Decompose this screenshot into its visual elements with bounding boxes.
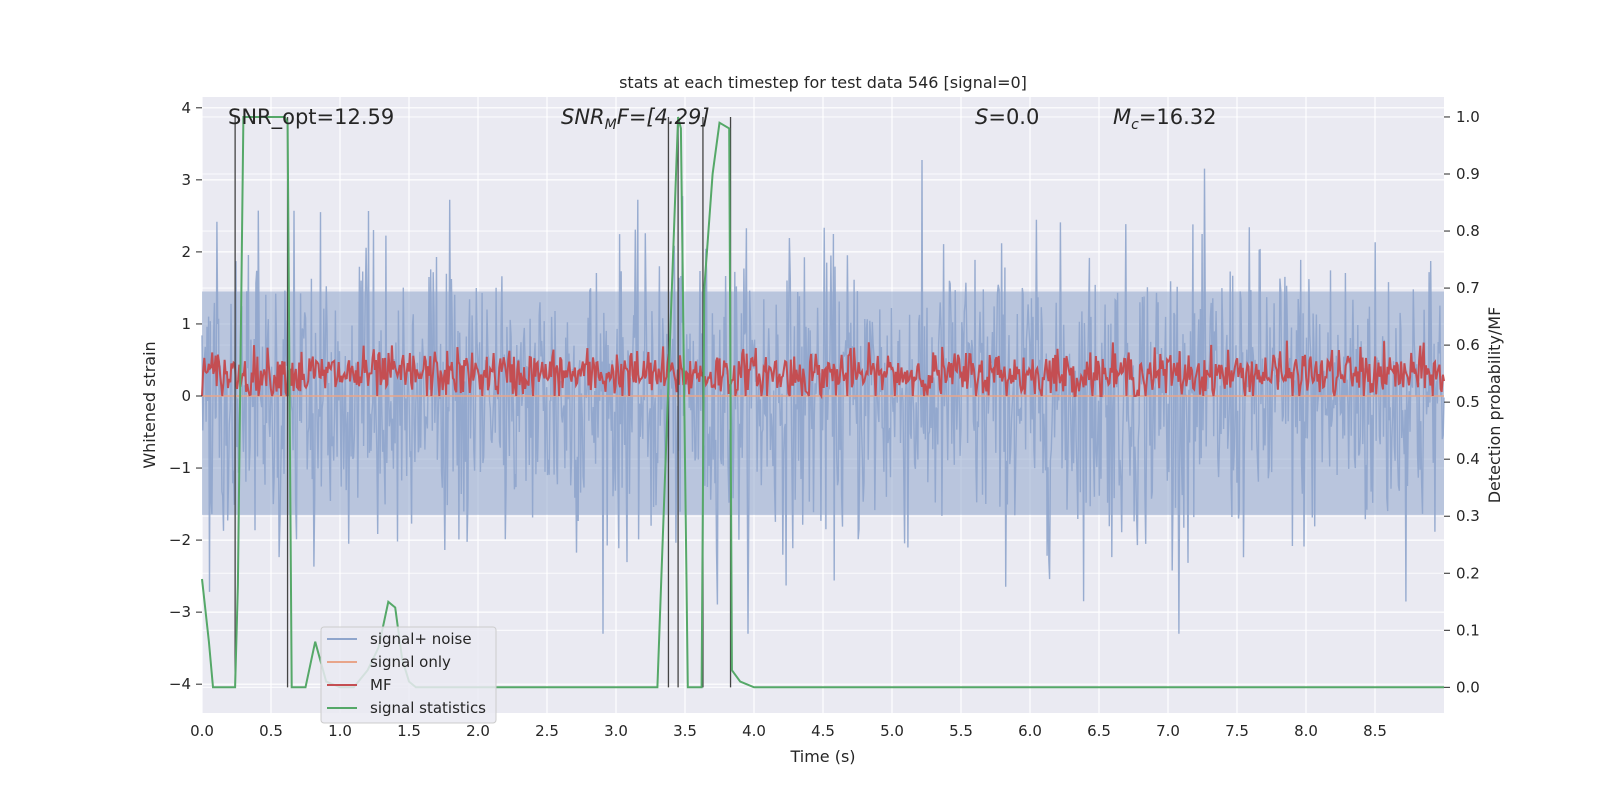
x-tick-label: 4.5 [811, 722, 835, 740]
y-tick-label-right: 0.6 [1456, 336, 1480, 354]
y-tick-label-left: −3 [169, 603, 191, 621]
y-tick-label-left: −2 [169, 531, 191, 549]
y-tick-label-right: 0.8 [1456, 222, 1480, 240]
x-tick-label: 2.0 [466, 722, 490, 740]
mf-line [201, 340, 1445, 400]
y-tick-label-right: 0.3 [1456, 507, 1480, 525]
mc-label: M [1113, 105, 1131, 129]
y-tick-label-left: −4 [169, 675, 191, 693]
chart-title: stats at each timestep for test data 546… [619, 73, 1027, 92]
mc-subscript: c [1131, 117, 1139, 133]
annotation-mc: Mc=16.32 [1113, 105, 1217, 133]
series-signal-noise [201, 159, 1445, 634]
annotation-snr-opt: SNR_opt=12.59 [228, 105, 394, 130]
y-axis-left-label: Whitened strain [140, 341, 159, 468]
x-tick-label: 5.0 [880, 722, 904, 740]
x-tick-label: 7.0 [1156, 722, 1180, 740]
s-label: S [975, 105, 988, 129]
signal-statistics-line [201, 116, 1444, 689]
y-axis-right-ticks: 1.0 0.9 0.8 0.7 0.6 0.5 0.4 0.3 0.2 0.1 0.0 [1444, 108, 1480, 696]
y-tick-label-right: 0.1 [1456, 621, 1480, 639]
signal-noise-core [202, 291, 1444, 515]
y-tick-label-left: −1 [169, 459, 191, 477]
x-tick-label: 0.5 [259, 722, 283, 740]
x-tick-label: 7.5 [1225, 722, 1249, 740]
y-tick-label-left: 3 [181, 171, 191, 189]
snr-mf-suffix: F=[4.29] [617, 105, 710, 129]
x-axis-label: Time (s) [789, 747, 855, 766]
legend-box [320, 626, 497, 724]
x-tick-label: 1.0 [328, 722, 352, 740]
y-tick-label-right: 0.5 [1456, 393, 1480, 411]
y-tick-label-left: 1 [181, 315, 191, 333]
x-tick-label: 8.5 [1363, 722, 1387, 740]
y-tick-label-right: 0.7 [1456, 279, 1480, 297]
y-tick-label-right: 0.2 [1456, 564, 1480, 582]
y-axis-left-ticks: 4 3 2 1 0 −1 −2 −3 −4 [169, 99, 202, 693]
x-tick-label: 2.5 [535, 722, 559, 740]
x-axis-ticks: 0.0 0.5 1.0 1.5 2.0 2.5 3.0 3.5 4.0 4.5 5.0 5.5 6.0 6… [190, 722, 1387, 740]
x-tick-label: 3.0 [604, 722, 628, 740]
s-value: =0.0 [988, 105, 1039, 129]
x-tick-label: 6.0 [1018, 722, 1042, 740]
x-tick-label: 6.5 [1087, 722, 1111, 740]
y-axis-right-label: Detection probability/MF [1485, 307, 1504, 504]
mc-value: =16.32 [1139, 105, 1217, 129]
y-tick-label-right: 1.0 [1456, 108, 1480, 126]
legend-label-mf: MF [370, 676, 392, 694]
y-tick-label-left: 0 [181, 387, 191, 405]
x-tick-label: 4.0 [742, 722, 766, 740]
snr-mf-prefix: SNR [561, 105, 605, 129]
annotation-snr-mf: SNRMF=[4.29] [561, 105, 710, 133]
y-tick-label-left: 4 [181, 99, 191, 117]
legend-label-signal-noise: signal+ noise [370, 630, 472, 648]
y-tick-label-left: 2 [181, 243, 191, 261]
series-signal-statistics [201, 116, 1444, 689]
x-tick-label: 0.0 [190, 722, 214, 740]
x-tick-label: 8.0 [1294, 722, 1318, 740]
y-tick-label-right: 0.9 [1456, 165, 1480, 183]
annotation-s: S=0.0 [975, 105, 1039, 129]
series-mf [201, 340, 1445, 400]
x-tick-label: 1.5 [397, 722, 421, 740]
y-tick-label-right: 0.4 [1456, 450, 1480, 468]
legend: signal+ noise signal only MF signal stat… [320, 626, 497, 724]
legend-label-signal-statistics: signal statistics [370, 699, 486, 717]
x-tick-label: 5.5 [949, 722, 973, 740]
x-tick-label: 3.5 [673, 722, 697, 740]
legend-label-signal-only: signal only [370, 653, 451, 671]
snr-mf-subscript: M [605, 117, 617, 133]
y-tick-label-right: 0.0 [1456, 678, 1480, 696]
